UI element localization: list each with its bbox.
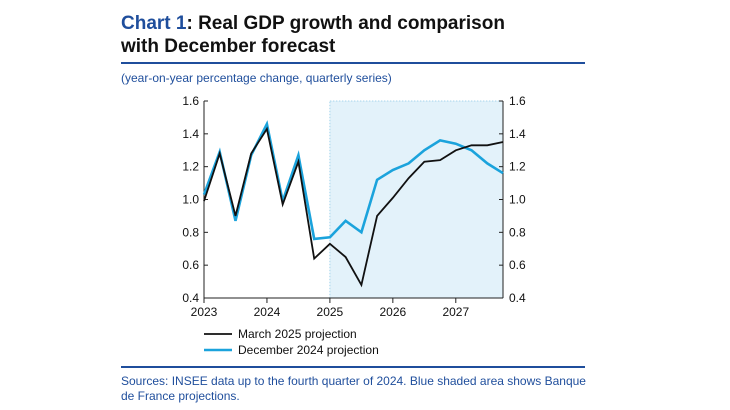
chart-legend: March 2025 projection December 2024 proje… [204,327,379,357]
y-tick-label-left: 1.0 [182,193,199,207]
top-divider [121,62,585,64]
x-tick-label: 2026 [379,305,406,319]
chart-axes: 0.4 0.4 0.6 0.6 0.8 0.8 1.0 1.0 1.2 1.2 1.4 1.4 1.6 1… [182,94,526,319]
title-line-1: : Real GDP growth and comparison [186,13,505,34]
title-line-2: with December forecast [121,36,336,57]
y-tick-label-left: 1.2 [182,160,199,174]
legend-item-march-2025-label: March 2025 projection [238,327,357,341]
y-tick-label-right: 1.0 [509,193,526,207]
projection-shaded-area [329,100,504,299]
series-line-march-2025 [203,126,504,288]
y-tick-label-right: 0.6 [509,258,526,272]
bottom-divider [121,366,585,368]
x-tick-label: 2027 [442,305,469,319]
y-tick-label-left: 0.4 [182,291,199,305]
chart-title: Chart 1: Real GDP growth and comparison … [121,12,591,58]
y-tick-label-left: 0.6 [182,258,199,272]
chart-series [202,120,504,288]
x-tick-label: 2024 [254,305,281,319]
chart-number-label: Chart 1 [121,13,187,34]
x-tick-label: 2025 [317,305,344,319]
y-tick-label-left: 0.8 [182,225,199,239]
y-tick-label-right: 0.4 [509,291,526,305]
x-tick-label: 2023 [191,305,218,319]
y-tick-label-right: 1.2 [509,160,526,174]
legend-item-december-2024-label: December 2024 projection [238,343,379,357]
y-tick-label-right: 1.4 [509,127,526,141]
y-tick-label-right: 0.8 [509,225,526,239]
sources-note: Sources: INSEE data up to the fourth qua… [121,374,586,403]
y-tick-label-left: 1.6 [182,94,199,108]
y-tick-label-right: 1.6 [509,94,526,108]
y-tick-label-left: 1.4 [182,127,199,141]
chart-subtitle: (year-on-year percentage change, quarter… [121,71,392,85]
